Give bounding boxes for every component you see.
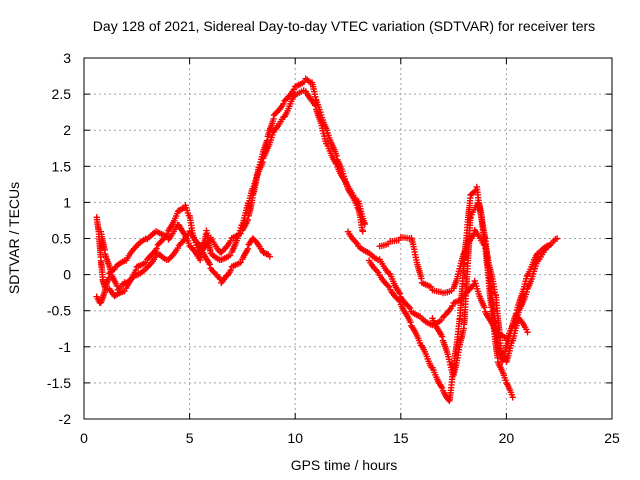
x-tick-label: 5 — [186, 430, 194, 446]
data-point — [132, 266, 140, 274]
data-point — [545, 242, 552, 249]
data-point — [237, 259, 244, 266]
data-point — [438, 384, 446, 392]
data-point — [227, 266, 234, 274]
y-tick-label: -0.5 — [47, 303, 71, 319]
data-point — [396, 290, 404, 297]
data-point — [352, 239, 360, 246]
chart-title: Day 128 of 2021, Sidereal Day-to-day VTE… — [93, 18, 595, 34]
data-point — [361, 220, 369, 228]
data-point — [142, 259, 149, 266]
data-point — [523, 326, 530, 333]
data-point — [384, 282, 391, 289]
data-point — [244, 245, 252, 252]
x-tick-label: 25 — [604, 430, 620, 446]
y-tick-label: 3 — [63, 50, 71, 66]
data-point — [280, 100, 287, 108]
grid-lines — [84, 58, 612, 419]
y-tick-label: 0.5 — [52, 231, 72, 247]
data-point — [553, 235, 561, 242]
y-axis-label: SDTVAR / TECUs — [6, 182, 22, 294]
data-point — [405, 303, 412, 310]
y-tick-label: -2 — [59, 411, 72, 427]
y-tick-label: 1.5 — [52, 158, 72, 174]
data-points — [93, 75, 561, 405]
y-tick-label: 0 — [63, 267, 71, 283]
axis-ticks: 0 5 10 15 20 25 -2 -1.5 -1 -0.5 0 0.5 1 1.5 2 2.5 3 — [47, 50, 620, 446]
data-point — [290, 86, 298, 93]
data-point — [481, 304, 488, 311]
data-point — [206, 261, 213, 268]
data-point — [359, 228, 366, 235]
data-point — [266, 253, 274, 260]
x-axis-label: GPS time / hours — [291, 457, 398, 473]
x-tick-label: 0 — [80, 430, 88, 446]
y-tick-label: -1 — [59, 339, 72, 355]
data-point — [227, 237, 234, 245]
y-tick-label: 2.5 — [52, 86, 72, 102]
data-point — [406, 304, 414, 312]
series-track-2 — [93, 87, 366, 306]
y-tick-label: 2 — [63, 122, 71, 138]
x-tick-label: 10 — [287, 430, 303, 446]
y-tick-label: -1.5 — [47, 375, 71, 391]
data-point — [311, 102, 319, 109]
data-point — [343, 181, 351, 189]
data-point — [407, 319, 414, 326]
data-point — [153, 245, 160, 252]
series-track-7 — [429, 199, 531, 379]
data-point — [373, 267, 381, 275]
data-point — [509, 394, 516, 401]
data-point — [524, 329, 531, 336]
x-tick-label: 15 — [393, 430, 409, 446]
data-point — [394, 296, 402, 303]
data-point — [385, 283, 393, 290]
x-tick-label: 20 — [499, 430, 515, 446]
data-point — [427, 283, 434, 291]
data-point — [396, 297, 403, 305]
y-tick-label: 1 — [63, 194, 71, 210]
data-point — [438, 333, 446, 340]
series-track-3 — [97, 227, 274, 294]
data-point — [259, 159, 266, 166]
data-point — [449, 302, 456, 310]
